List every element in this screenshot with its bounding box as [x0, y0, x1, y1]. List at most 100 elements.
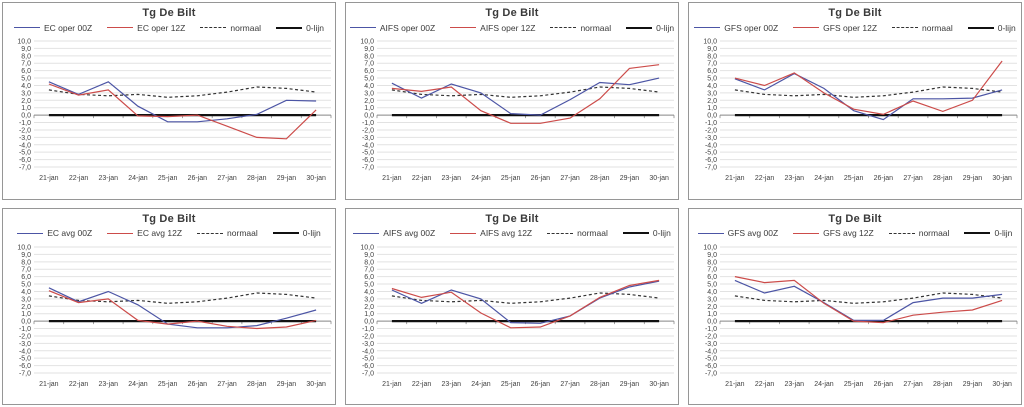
- legend-item-ec-avg-12z: EC avg 12Z: [107, 228, 182, 238]
- series-line-gfs-avg-12z: [734, 275, 1002, 323]
- y-tick-label: 9,0: [707, 46, 717, 53]
- y-tick-label: 0,0: [21, 113, 31, 120]
- y-tick-label: 3,0: [21, 90, 31, 97]
- legend-item-0-lijn: 0-lijn: [967, 23, 1016, 33]
- chart-panel-ec-oper: Tg De Bilt EC oper 00Z EC oper 12Z normaal…: [2, 2, 336, 200]
- x-tick-label: 22-jan: [411, 175, 431, 182]
- legend-label: EC oper 00Z: [43, 22, 93, 33]
- y-tick-label: -2,0: [18, 127, 30, 134]
- legend-item-gfs-avg-12z: GFS avg 12Z: [793, 228, 874, 238]
- x-tick-label: 24-jan: [471, 381, 491, 388]
- legend-label: 0-lijn: [652, 228, 671, 238]
- x-tick-label: 25-jan: [843, 175, 863, 182]
- x-tick-label: 23-jan: [784, 381, 804, 388]
- y-tick-label: 2,0: [707, 303, 717, 310]
- y-tick-label: 3,0: [364, 296, 374, 303]
- series-line-gfs-oper-00z: [734, 72, 1002, 121]
- chart-title: Tg De Bilt: [142, 7, 196, 19]
- chart-title: Tg De Bilt: [828, 7, 882, 19]
- legend-item-gfs-avg-00z: GFS avg 00Z: [697, 228, 778, 238]
- y-tick-label: -1,0: [361, 120, 373, 127]
- x-tick-label: 26-jan: [530, 381, 550, 388]
- x-tick-label: 29-jan: [619, 381, 639, 388]
- legend-label: normaal: [580, 22, 612, 33]
- x-tick-label: 23-jan: [98, 381, 118, 388]
- x-tick-label: 27-jan: [560, 175, 580, 182]
- legend-item-ec-avg-00z: EC avg 00Z: [17, 228, 92, 238]
- series-line-gfs-avg-00z: [734, 279, 1002, 321]
- y-tick-label: 4,0: [21, 83, 31, 90]
- x-tick-label: 22-jan: [754, 381, 774, 388]
- y-tick-label: 2,0: [21, 98, 31, 105]
- legend-line-sample: [349, 27, 376, 28]
- legend-line-sample: [197, 232, 224, 234]
- y-tick-label: 10,0: [703, 244, 717, 251]
- y-tick-label: 7,0: [707, 61, 717, 68]
- series-line-normaal: [734, 291, 1002, 304]
- y-tick-label: 6,0: [364, 274, 374, 281]
- x-tick-label: 25-jan: [500, 381, 520, 388]
- legend-item-0-lijn: 0-lijn: [626, 23, 674, 33]
- y-tick-label: 10,0: [17, 244, 31, 251]
- legend-label: GFS oper 00Z: [724, 22, 779, 33]
- y-tick-label: 1,0: [707, 311, 717, 318]
- y-tick-label: -3,0: [361, 340, 373, 347]
- x-tick-label: 27-jan: [217, 175, 237, 182]
- x-tick-label: 26-jan: [873, 381, 893, 388]
- x-tick-label: 28-jan: [247, 381, 267, 388]
- y-tick-label: 4,0: [364, 83, 374, 90]
- y-tick-label: 8,0: [707, 53, 717, 60]
- y-tick-label: 1,0: [707, 105, 717, 112]
- x-tick-label: 21-jan: [725, 175, 745, 182]
- series-line-gfs-oper-12z: [734, 60, 1003, 116]
- y-tick-label: 7,0: [21, 61, 31, 68]
- x-tick-label: 23-jan: [441, 381, 461, 388]
- legend-line-sample: [550, 27, 577, 28]
- x-tick-label: 21-jan: [382, 381, 402, 388]
- legend-item-ec-oper-12z: EC oper 12Z: [107, 23, 185, 33]
- legend-line-sample: [200, 27, 227, 28]
- legend-line-sample: [276, 26, 303, 29]
- legend-label: EC avg 12Z: [137, 228, 183, 238]
- y-tick-label: 9,0: [21, 46, 31, 53]
- plot-area: 10,09,08,07,06,05,04,03,02,01,00,0-1,0-2…: [360, 39, 674, 182]
- legend-item-aifs-avg-12z: AIFS avg 12Z: [450, 228, 532, 238]
- y-tick-label: 6,0: [21, 274, 31, 281]
- x-tick-label: 28-jan: [590, 381, 610, 388]
- y-tick-label: 8,0: [707, 259, 717, 266]
- legend-line-sample: [793, 232, 820, 234]
- legend-line-sample: [107, 27, 134, 28]
- y-tick-label: -1,0: [361, 326, 373, 333]
- y-tick-label: -5,0: [361, 150, 373, 157]
- x-tick-label: 22-jan: [68, 175, 88, 182]
- x-tick-label: 24-jan: [814, 175, 834, 182]
- y-tick-label: 3,0: [364, 90, 374, 97]
- y-tick-label: -7,0: [361, 370, 373, 377]
- y-tick-label: 1,0: [21, 105, 31, 112]
- y-tick-label: 6,0: [707, 274, 717, 281]
- legend-item-normaal: normaal: [547, 228, 608, 238]
- legend-item-0-lijn: 0-lijn: [276, 23, 324, 33]
- y-tick-label: 6,0: [707, 68, 717, 75]
- legend-line-sample: [450, 232, 477, 234]
- legend-item-ec-oper-00z: EC oper 00Z: [13, 22, 93, 33]
- legend-line-sample: [694, 27, 721, 28]
- x-tick-label: 30-jan: [306, 175, 326, 182]
- legend-label: normaal: [577, 228, 608, 238]
- x-tick-label: 29-jan: [962, 175, 982, 182]
- legend-line-sample: [547, 232, 574, 234]
- y-tick-label: 0,0: [364, 318, 374, 325]
- y-tick-label: -6,0: [361, 157, 373, 164]
- x-tick-label: 30-jan: [992, 381, 1012, 388]
- y-tick-label: -4,0: [704, 348, 716, 355]
- chart-legend: EC oper 00Z EC oper 12Z normaal 0-lijn: [13, 20, 324, 35]
- legend-item-aifs-oper-00z: AIFS oper 00Z: [349, 22, 436, 33]
- legend-line-sample: [107, 232, 134, 234]
- legend-label: AIFS oper 00Z: [379, 22, 436, 33]
- x-tick-label: 29-jan: [962, 381, 982, 388]
- y-tick-label: 0,0: [707, 113, 717, 120]
- legend-line-sample: [622, 232, 649, 234]
- x-tick-label: 21-jan: [725, 381, 745, 388]
- y-tick-label: 1,0: [364, 311, 374, 318]
- y-tick-label: 4,0: [707, 83, 717, 90]
